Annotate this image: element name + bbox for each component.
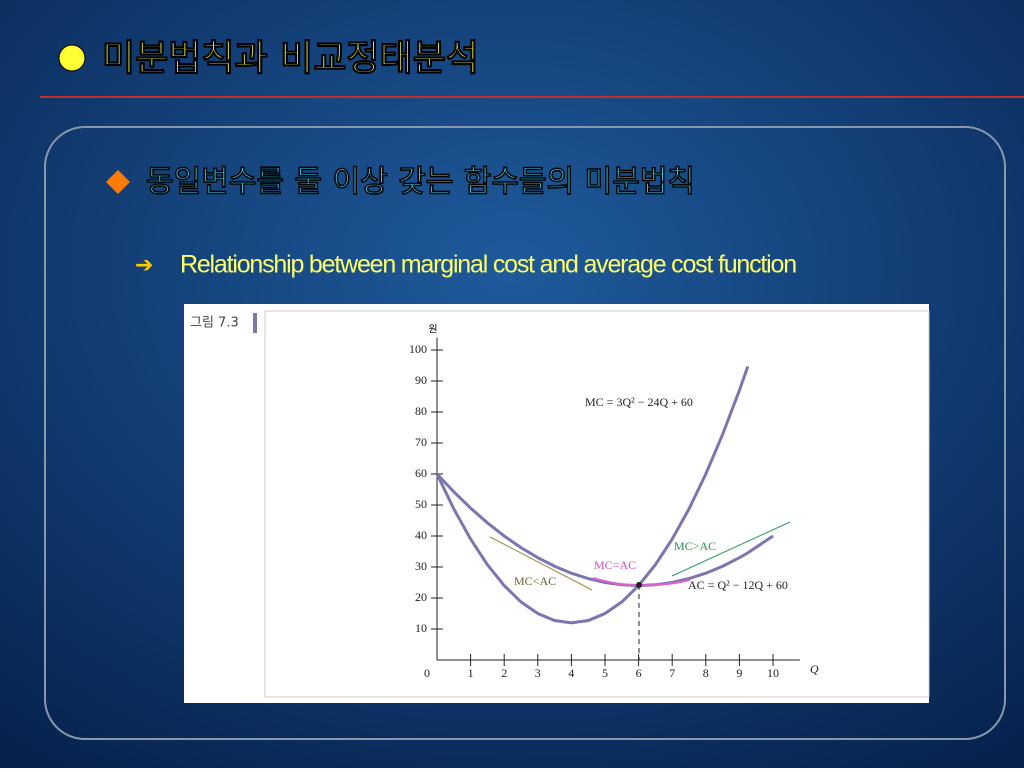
x-tick-label: 6 [636,666,642,680]
y-tick-label: 90 [415,373,427,387]
y-tick-label: 30 [415,559,427,573]
series-label: MC = 3Q² − 24Q + 60 [585,395,693,409]
x-tick-label: 7 [669,666,675,680]
tangent-line [489,536,593,591]
y-tick-label: 40 [415,528,427,542]
annotation: MC<AC [514,574,556,588]
annotation: MC=AC [594,558,636,572]
title-bullet [58,44,86,72]
y-tick-label: 80 [415,404,427,418]
series-label: AC = Q² − 12Q + 60 [688,578,788,592]
annotation: MC>AC [674,539,716,553]
figure-frame [264,310,930,698]
x-tick-label: 9 [736,666,742,680]
figure-label: 그림 7.3 [190,316,239,331]
y-tick-label: 70 [415,435,427,449]
y-tick-label: 10 [415,621,427,635]
y-tick-label: 60 [415,466,427,480]
plot: 원 Q 10 20 30 40 50 60 70 80 90 100 0 1 2 3 4 5 6 7 8 9 10 MC = … [409,324,819,680]
bullet-diamond [106,170,130,194]
intersection-dot [636,582,642,588]
x-tick-label: 5 [602,666,608,680]
tangent-line [671,521,791,577]
figure-label-bar [253,313,257,333]
x-tick-label: 4 [568,666,574,680]
y-tick-label: 20 [415,590,427,604]
x-tick-label: 10 [767,666,779,680]
x-tick-label: 8 [703,666,709,680]
subbullet-text: Relationship between marginal cost and a… [180,251,796,279]
x-tick-label: 2 [501,666,507,680]
x-tick-label: 1 [468,666,474,680]
x-axis-label: Q [810,662,819,676]
arrow-icon: ➔ [135,253,153,278]
line-series [435,366,750,625]
y-tick-label: 100 [409,342,427,356]
bullet-text: 동일변수를 둘 이상 갖는 함수들의 미분법칙 [146,165,695,200]
figure [184,304,929,703]
x-tick-label: 3 [535,666,541,680]
y-tick-label: 50 [415,497,427,511]
content-panel [44,126,1006,740]
x-tick-label: 0 [424,666,430,680]
slide-title: 미분법칙과 비교정태분석 [102,38,479,79]
line-series [435,472,774,588]
y-axis-label: 원 [428,324,437,336]
